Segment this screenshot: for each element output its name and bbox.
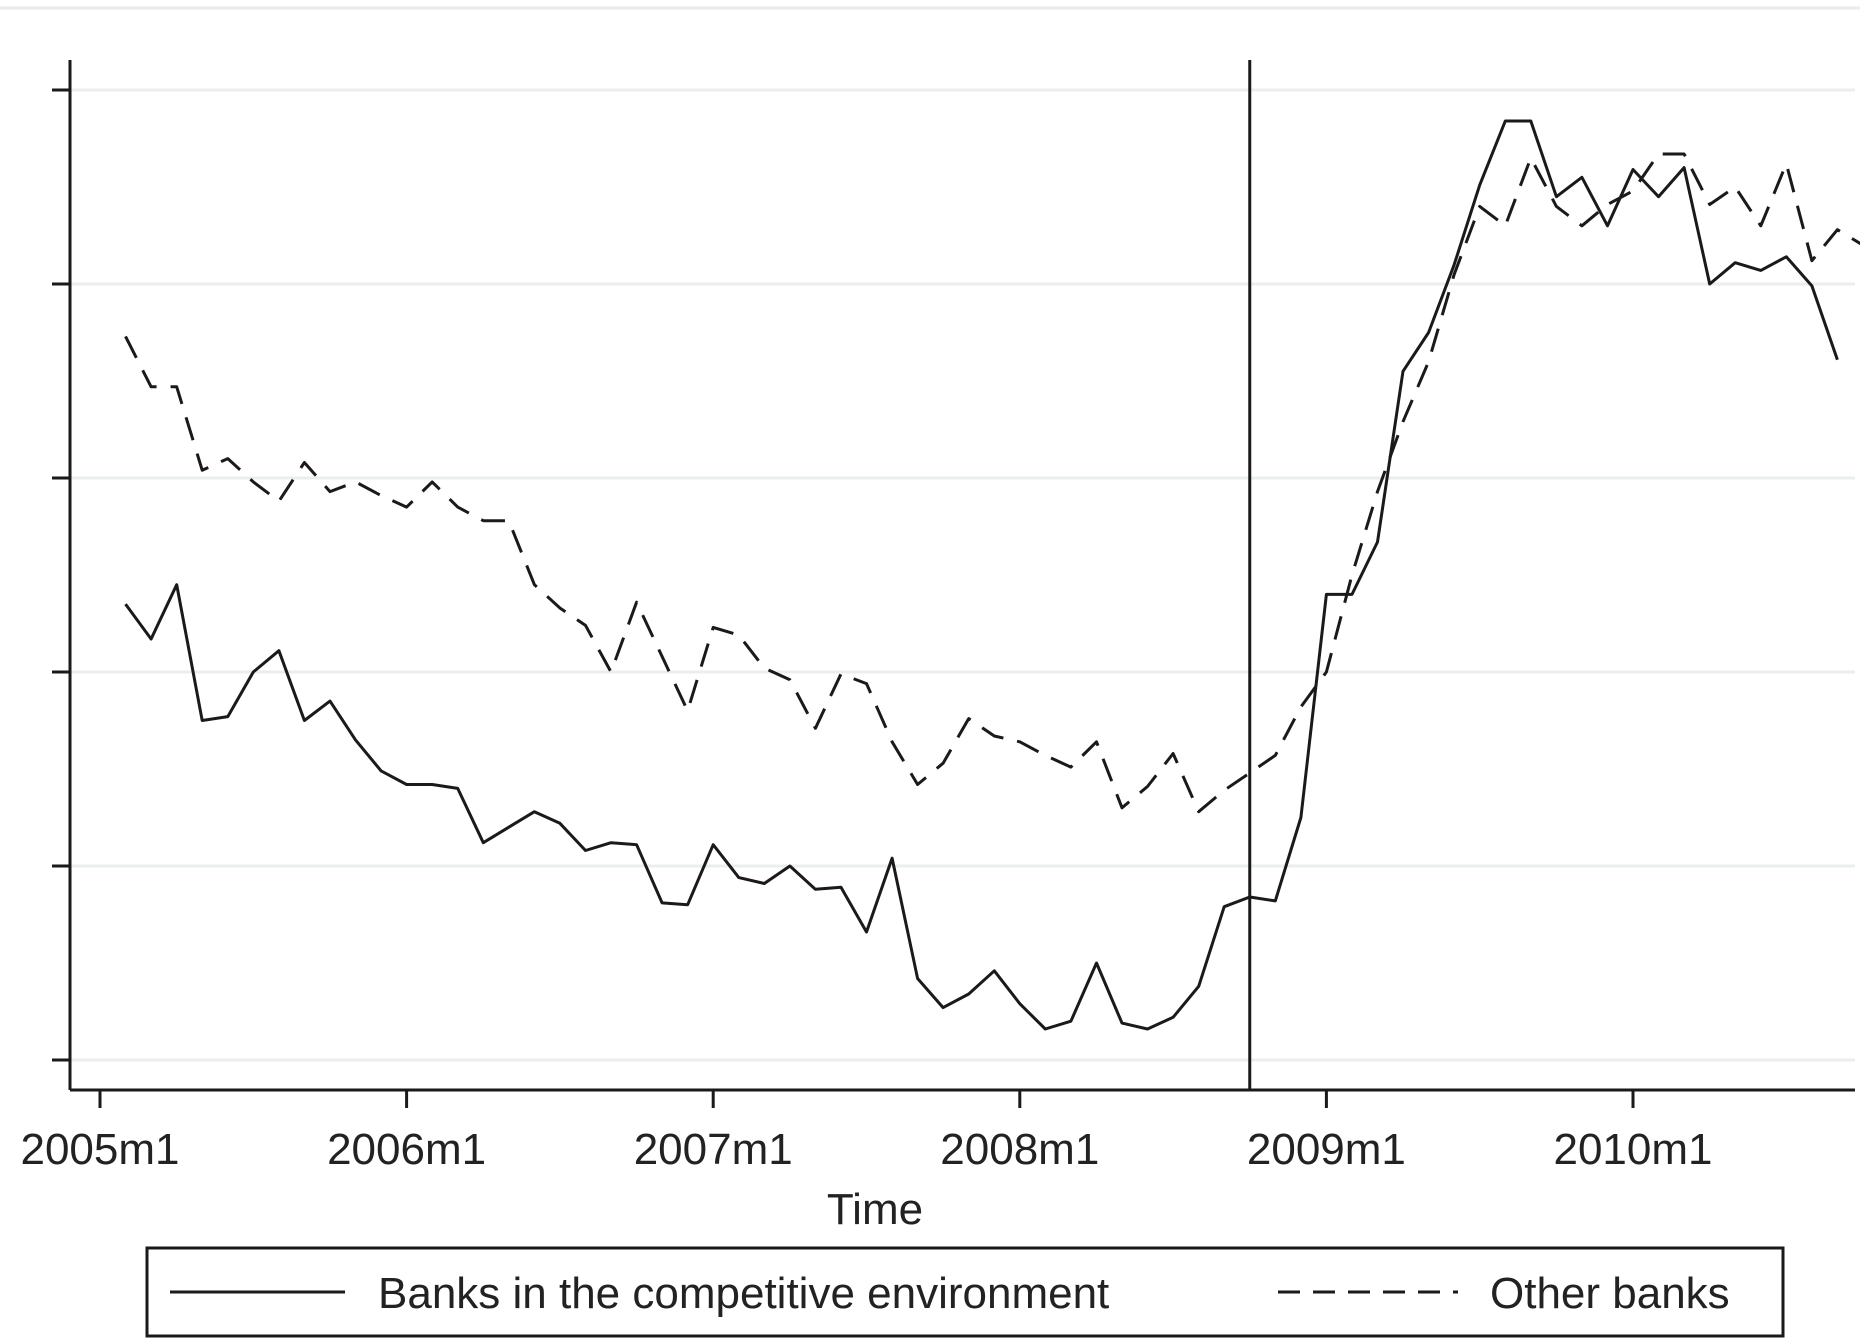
x-tick-label: 2006m1 [327,1125,486,1174]
legend-box [145,1246,1785,1338]
x-tick-labels: 2005m1 2006m1 2007m1 2008m1 2009m1 2010m1 [20,1125,1712,1174]
x-tick-label: 2009m1 [1247,1125,1406,1174]
gridlines [70,88,1855,1062]
legend-label-banks-competitive: Banks in the competitive environment [378,1269,1109,1318]
x-tick-label: 2010m1 [1553,1125,1712,1174]
series-lines [124,119,1860,1031]
x-axis-title: Time [827,1185,923,1234]
series-line-banks-competitive [124,119,1839,1031]
legend-label-other-banks: Other banks [1490,1269,1730,1318]
x-tick-label: 2005m1 [20,1125,179,1174]
x-tick-label: 2007m1 [634,1125,793,1174]
axes [52,60,1855,1108]
x-tick-label: 2008m1 [940,1125,1099,1174]
series-line-other-banks [124,152,1860,814]
legend: Banks in the competitive environment Oth… [145,1246,1785,1338]
